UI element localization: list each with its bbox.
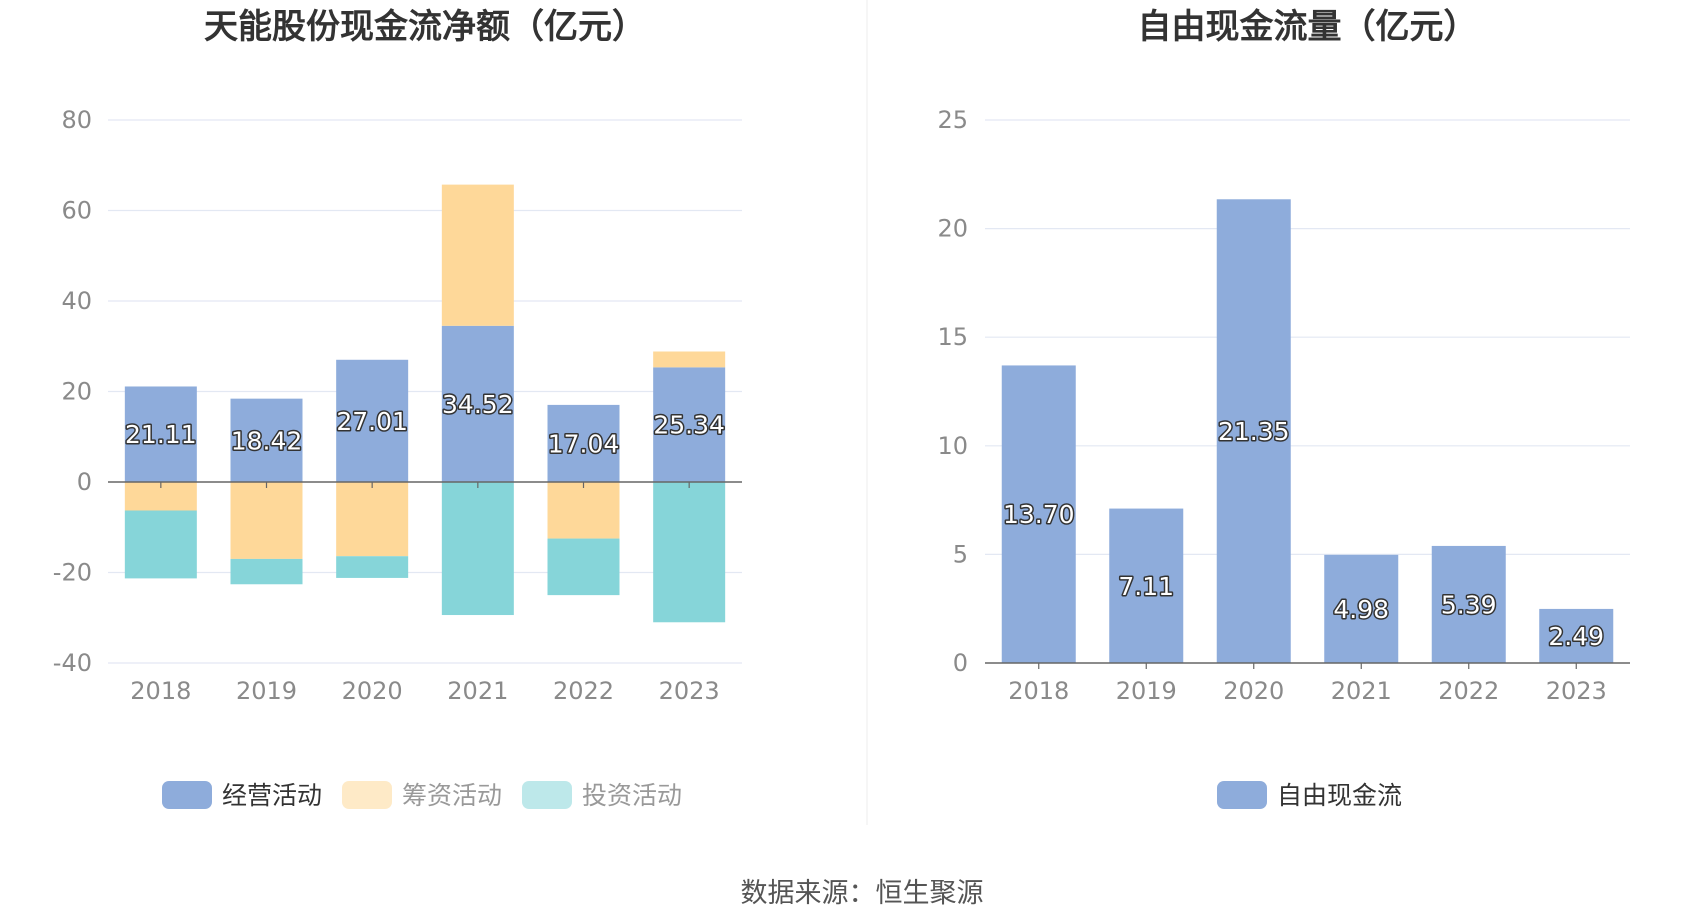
bar-投资活动-2022 bbox=[547, 538, 620, 596]
bar-自由现金流-2021 bbox=[1324, 554, 1399, 663]
x-tick-label: 2023 bbox=[659, 677, 720, 705]
bar-自由现金流-2023 bbox=[1539, 608, 1614, 663]
data-label: 25.34 bbox=[653, 411, 725, 440]
bar-投资活动-2021 bbox=[441, 482, 514, 616]
chart-title: 天能股份现金流净额（亿元） bbox=[204, 7, 646, 47]
data-label: 21.11 bbox=[125, 420, 197, 449]
bar-筹资活动-2022 bbox=[547, 482, 620, 539]
bar-投资活动-2023 bbox=[653, 482, 726, 623]
legend-swatch bbox=[162, 781, 212, 809]
data-labels: 13.70 7.11 21.35 4.98 5.39 2.49 bbox=[1001, 416, 1605, 653]
data-label: 21.35 bbox=[1218, 417, 1290, 446]
legend-swatch bbox=[1217, 781, 1267, 809]
bar-自由现金流-2022 bbox=[1431, 545, 1506, 663]
legend: 经营活动 筹资活动 投资活动 bbox=[162, 781, 682, 810]
legend-label: 投资活动 bbox=[582, 781, 682, 810]
y-tick-label: 0 bbox=[953, 649, 968, 677]
legend: 自由现金流 bbox=[1217, 781, 1402, 810]
data-label: 17.04 bbox=[548, 429, 620, 458]
bar-自由现金流-2019 bbox=[1109, 508, 1184, 663]
bar-筹资活动-2023 bbox=[653, 351, 726, 368]
bar-投资活动-2018 bbox=[124, 510, 197, 579]
bar-投资活动-2020 bbox=[336, 556, 409, 578]
legend-item-自由现金流[interactable]: 自由现金流 bbox=[1217, 781, 1402, 810]
x-tick-label: 2022 bbox=[1438, 677, 1499, 705]
data-labels: 21.11 18.42 27.01 34.52 17.04 25.34 bbox=[124, 388, 727, 460]
bar-自由现金流-2018 bbox=[1001, 365, 1076, 663]
legend-item-经营活动[interactable]: 经营活动 bbox=[162, 781, 322, 810]
y-tick-label: 20 bbox=[937, 215, 968, 243]
data-label: 18.42 bbox=[231, 426, 303, 455]
y-tick-label: 20 bbox=[61, 378, 92, 406]
legend-label: 自由现金流 bbox=[1277, 781, 1402, 810]
data-label: 2.49 bbox=[1548, 622, 1604, 651]
x-tick-label: 2020 bbox=[342, 677, 403, 705]
data-label: 27.01 bbox=[336, 407, 408, 436]
data-source-note: 数据来源：恒生聚源 bbox=[741, 878, 984, 909]
x-tick-label: 2020 bbox=[1223, 677, 1284, 705]
bar-经营活动-2022 bbox=[547, 404, 620, 482]
x-tick-label: 2018 bbox=[1008, 677, 1069, 705]
gridlines: 80 60 40 20 0 -20 -40 bbox=[53, 106, 742, 677]
bar-group bbox=[124, 184, 726, 623]
bar-经营活动-2020 bbox=[336, 359, 409, 482]
x-tick-label: 2019 bbox=[236, 677, 297, 705]
legend-label: 经营活动 bbox=[222, 781, 322, 810]
gridlines: 25 20 15 10 5 0 bbox=[937, 106, 1630, 677]
bar-筹资活动-2019 bbox=[230, 482, 303, 559]
bar-经营活动-2019 bbox=[230, 398, 303, 482]
bar-经营活动-2023 bbox=[653, 367, 726, 482]
y-tick-label: 40 bbox=[61, 287, 92, 315]
y-tick-label: 10 bbox=[937, 432, 968, 460]
y-tick-label: -20 bbox=[53, 559, 92, 587]
bar-投资活动-2019 bbox=[230, 558, 303, 585]
data-label: 34.52 bbox=[442, 390, 514, 419]
legend-label: 筹资活动 bbox=[402, 781, 502, 810]
chart-title: 自由现金流量（亿元） bbox=[1138, 7, 1478, 47]
data-label: 13.70 bbox=[1003, 500, 1075, 529]
bar-自由现金流-2020 bbox=[1216, 199, 1291, 663]
bar-经营活动-2021 bbox=[441, 325, 514, 482]
x-tick-label: 2022 bbox=[553, 677, 614, 705]
legend-item-投资活动[interactable]: 投资活动 bbox=[522, 781, 682, 810]
data-label: 5.39 bbox=[1441, 590, 1497, 619]
bar-筹资活动-2021 bbox=[441, 184, 514, 326]
bar-筹资活动-2020 bbox=[336, 482, 409, 557]
y-tick-label: 80 bbox=[61, 106, 92, 134]
y-tick-label: 15 bbox=[937, 323, 968, 351]
x-tick-label: 2021 bbox=[1331, 677, 1392, 705]
bar-经营活动-2018 bbox=[124, 386, 197, 482]
x-tick-label: 2018 bbox=[130, 677, 191, 705]
legend-swatch bbox=[522, 781, 572, 809]
x-tick-label: 2021 bbox=[447, 677, 508, 705]
data-label: 4.98 bbox=[1333, 595, 1389, 624]
axes: 2018 2019 2020 2021 2022 2023 bbox=[108, 481, 742, 705]
y-tick-label: -40 bbox=[53, 649, 92, 677]
y-tick-label: 5 bbox=[953, 540, 968, 568]
x-tick-label: 2019 bbox=[1116, 677, 1177, 705]
legend-swatch bbox=[342, 781, 392, 809]
y-tick-label: 25 bbox=[937, 106, 968, 134]
y-tick-label: 0 bbox=[77, 468, 92, 496]
y-tick-label: 60 bbox=[61, 197, 92, 225]
data-label: 7.11 bbox=[1118, 572, 1174, 601]
axes: 2018 2019 2020 2021 2022 2023 bbox=[985, 662, 1630, 705]
bar-group bbox=[1001, 199, 1614, 663]
legend-item-筹资活动[interactable]: 筹资活动 bbox=[342, 781, 502, 810]
x-tick-label: 2023 bbox=[1546, 677, 1607, 705]
